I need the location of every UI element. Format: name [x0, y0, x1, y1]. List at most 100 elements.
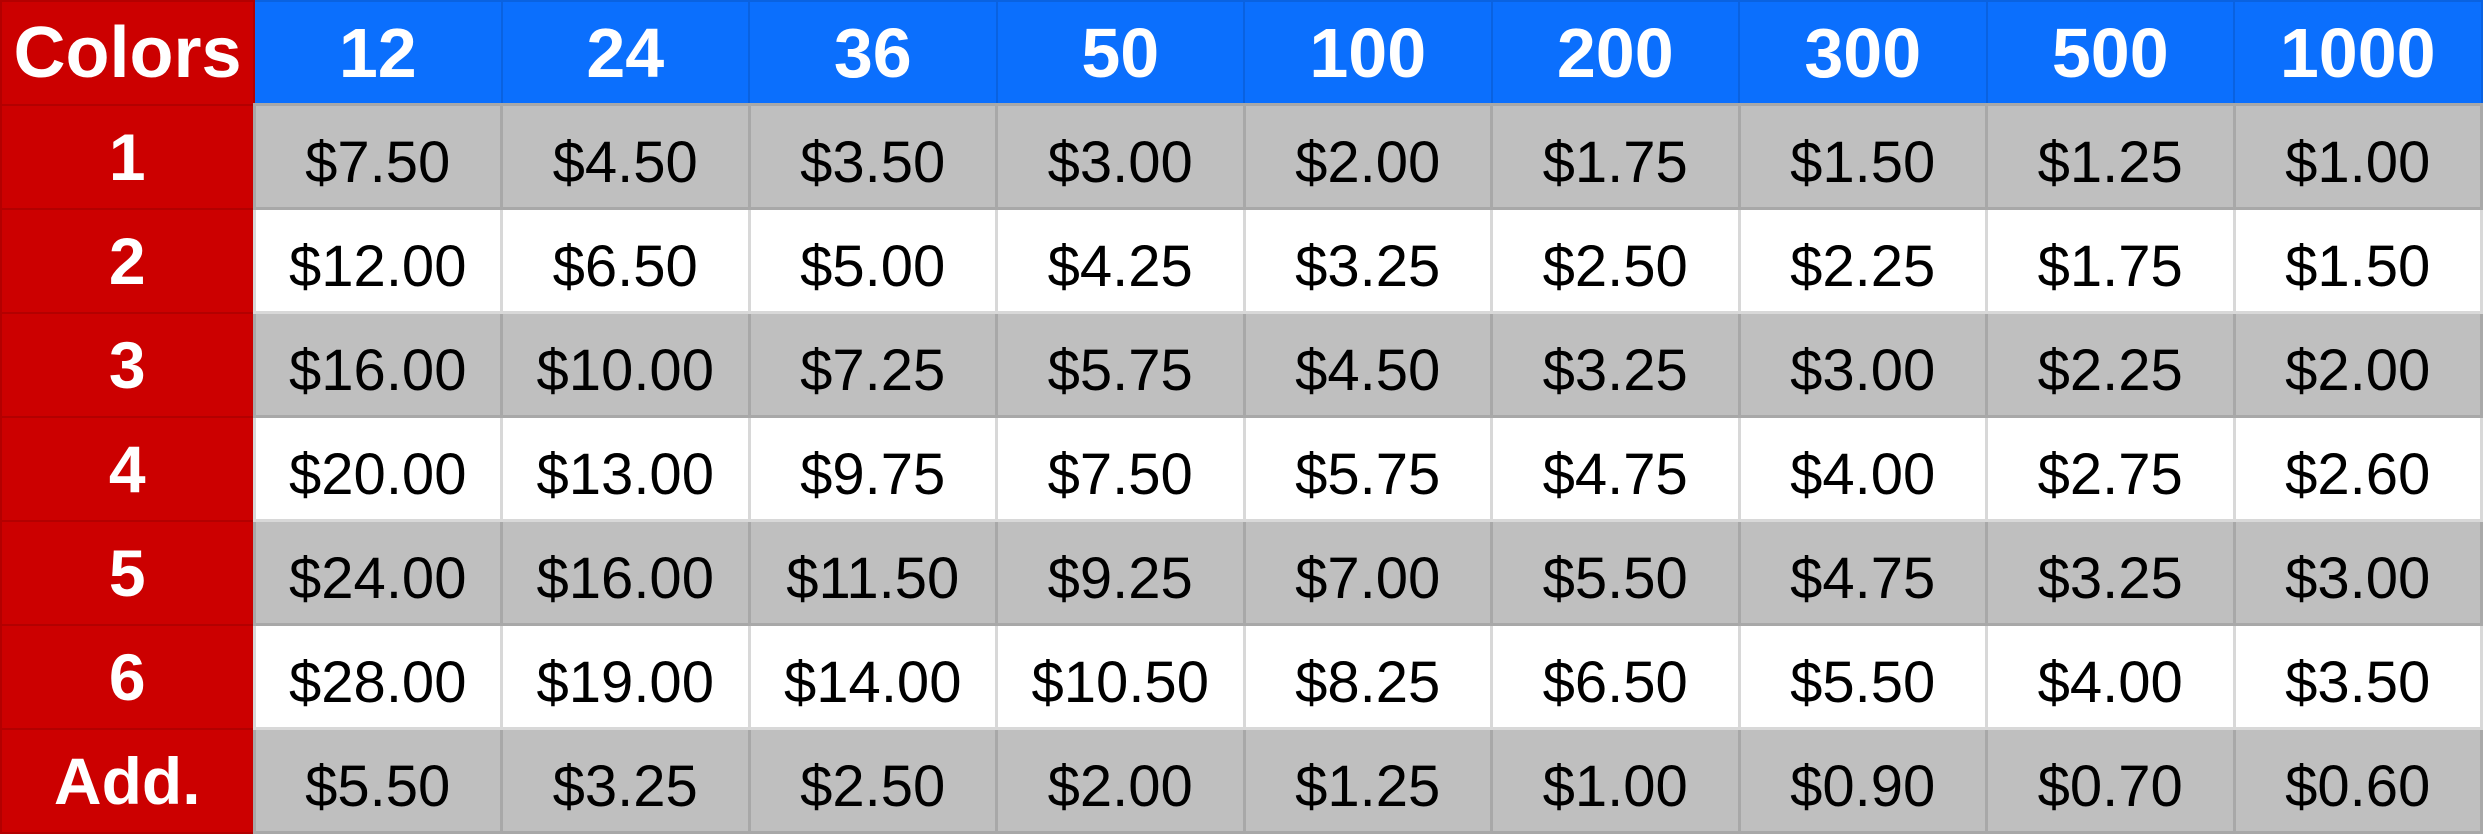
price-cell: $4.75: [1490, 415, 1741, 522]
price-cell: $3.00: [1737, 311, 1988, 418]
quantity-header: 12: [253, 0, 503, 106]
price-value: $24.00: [289, 546, 467, 611]
price-value: $4.25: [1047, 234, 1193, 299]
price-cell: $20.00: [252, 415, 503, 522]
price-value: $2.75: [2037, 442, 2183, 507]
price-cell: $1.25: [1985, 103, 2236, 210]
price-cell: $3.00: [2232, 519, 2483, 626]
price-value: $2.25: [1790, 234, 1936, 299]
price-value: $5.50: [1790, 650, 1936, 715]
quantity-header: 200: [1490, 0, 1740, 106]
price-cell: $10.50: [995, 623, 1246, 730]
price-value: $9.75: [800, 442, 946, 507]
price-cell: $1.25: [1242, 727, 1493, 834]
price-value: $3.25: [1295, 234, 1441, 299]
price-cell: $5.50: [1490, 519, 1741, 626]
price-cell: $3.00: [995, 103, 1246, 210]
price-value: $1.50: [2285, 234, 2431, 299]
price-value: $10.00: [536, 338, 714, 403]
price-cell: $1.75: [1985, 207, 2236, 314]
price-value: $6.50: [552, 234, 698, 299]
price-value: $4.50: [552, 130, 698, 195]
price-cell: $1.75: [1490, 103, 1741, 210]
price-value: $3.00: [1790, 338, 1936, 403]
price-value: $2.00: [1047, 754, 1193, 819]
quantity-header: 100: [1243, 0, 1493, 106]
table-row: 6 $28.00 $19.00 $14.00 $10.50 $8.25 $6.50 $5.50…: [0, 623, 2483, 730]
price-value: $4.75: [1542, 442, 1688, 507]
color-count-label: 6: [0, 623, 255, 730]
price-cell: $24.00: [252, 519, 503, 626]
price-value: $4.00: [1790, 442, 1936, 507]
price-value: $3.00: [2285, 546, 2431, 611]
price-value: $1.25: [2037, 130, 2183, 195]
price-cell: $2.50: [747, 727, 998, 834]
price-cell: $16.00: [500, 519, 751, 626]
price-value: $2.50: [1542, 234, 1688, 299]
price-cell: $19.00: [500, 623, 751, 730]
price-cell: $8.25: [1242, 623, 1493, 730]
price-cell: $2.25: [1737, 207, 1988, 314]
price-cell: $0.90: [1737, 727, 1988, 834]
price-value: $13.00: [536, 442, 714, 507]
price-value: $3.00: [1047, 130, 1193, 195]
price-cell: $5.75: [995, 311, 1246, 418]
price-cell: $11.50: [747, 519, 998, 626]
price-value: $1.75: [1542, 130, 1688, 195]
price-cell: $4.00: [1737, 415, 1988, 522]
price-value: $12.00: [289, 234, 467, 299]
price-value: $4.75: [1790, 546, 1936, 611]
color-count-label: 3: [0, 311, 255, 418]
price-cell: $1.00: [2232, 103, 2483, 210]
color-count-label: 2: [0, 207, 255, 314]
price-value: $0.90: [1790, 754, 1936, 819]
price-value: $3.25: [1542, 338, 1688, 403]
price-value: $4.00: [2037, 650, 2183, 715]
price-cell: $3.25: [1985, 519, 2236, 626]
price-value: $5.50: [305, 754, 451, 819]
price-value: $2.25: [2037, 338, 2183, 403]
price-cell: $13.00: [500, 415, 751, 522]
price-value: $8.25: [1295, 650, 1441, 715]
price-value: $4.50: [1295, 338, 1441, 403]
price-value: $28.00: [289, 650, 467, 715]
price-cell: $4.25: [995, 207, 1246, 314]
table-row: 2 $12.00 $6.50 $5.00 $4.25 $3.25 $2.50 $2.25 $1.…: [0, 207, 2483, 314]
price-value: $5.75: [1295, 442, 1441, 507]
price-value: $3.50: [800, 130, 946, 195]
price-cell: $4.50: [1242, 311, 1493, 418]
price-value: $3.25: [2037, 546, 2183, 611]
quantity-header: 24: [500, 0, 750, 106]
price-value: $1.00: [1542, 754, 1688, 819]
price-cell: $1.50: [1737, 103, 1988, 210]
price-cell: $6.50: [500, 207, 751, 314]
price-value: $1.75: [2037, 234, 2183, 299]
quantity-header: 50: [995, 0, 1245, 106]
quantity-header: 300: [1738, 0, 1988, 106]
price-value: $16.00: [536, 546, 714, 611]
price-cell: $2.25: [1985, 311, 2236, 418]
color-count-label: 1: [0, 103, 255, 210]
price-value: $2.00: [2285, 338, 2431, 403]
table-row: 3 $16.00 $10.00 $7.25 $5.75 $4.50 $3.25 $3.00 $2…: [0, 311, 2483, 418]
header-row: Colors 12 24 36 50 100 200 300 500 1000: [0, 0, 2483, 106]
quantity-header: 1000: [2233, 0, 2483, 106]
price-value: $2.60: [2285, 442, 2431, 507]
price-value: $3.25: [552, 754, 698, 819]
price-value: $14.00: [784, 650, 962, 715]
price-value: $10.50: [1031, 650, 1209, 715]
price-cell: $3.50: [2232, 623, 2483, 730]
price-value: $1.25: [1295, 754, 1441, 819]
price-value: $11.50: [786, 546, 960, 611]
price-value: $1.50: [1790, 130, 1936, 195]
price-cell: $2.60: [2232, 415, 2483, 522]
price-cell: $7.50: [252, 103, 503, 210]
price-cell: $3.25: [500, 727, 751, 834]
price-value: $0.60: [2285, 754, 2431, 819]
price-cell: $3.25: [1490, 311, 1741, 418]
price-value: $0.70: [2037, 754, 2183, 819]
price-value: $7.00: [1295, 546, 1441, 611]
price-value: $16.00: [289, 338, 467, 403]
price-cell: $2.75: [1985, 415, 2236, 522]
